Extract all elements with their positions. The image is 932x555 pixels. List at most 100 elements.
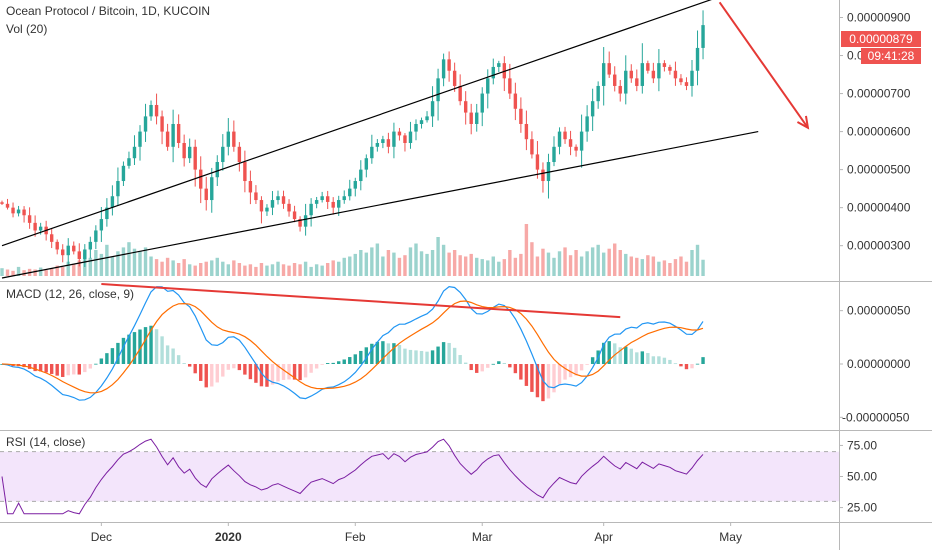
candle-body xyxy=(364,158,369,170)
volume-bar xyxy=(646,255,650,276)
candle-body xyxy=(480,93,484,113)
candle-body xyxy=(679,78,683,83)
candle-body xyxy=(497,63,501,67)
trend-channel xyxy=(1,0,759,279)
macd-hist-bar xyxy=(237,364,242,371)
macd-hist-bar xyxy=(94,363,98,365)
macd-hist-bar xyxy=(491,363,495,365)
macd-tick-label: 0.00000000 xyxy=(847,357,911,371)
candle-body xyxy=(452,70,457,86)
macd-hist-bar xyxy=(480,364,484,372)
volume-bar xyxy=(77,260,81,276)
volume-bar xyxy=(105,244,109,276)
candle-body xyxy=(684,82,689,86)
volume-bar xyxy=(204,261,208,276)
candle-body xyxy=(121,165,126,182)
candle-body xyxy=(16,209,21,214)
volume-bar xyxy=(585,251,589,276)
macd-hist-bar xyxy=(397,344,402,364)
candle-body xyxy=(182,143,186,159)
macd-hist-bar xyxy=(259,364,264,387)
macd-hist-bar xyxy=(557,364,562,385)
candle-body xyxy=(226,131,231,147)
macd-hist-bar xyxy=(469,364,473,371)
macd-hist-bar xyxy=(524,364,529,386)
volume-bar xyxy=(143,247,148,276)
volume-bar xyxy=(121,247,126,276)
macd-hist-bar xyxy=(618,347,622,364)
candle-body xyxy=(524,123,529,140)
macd-hist-bar xyxy=(601,342,606,364)
rsi-axis: 75.00 50.00 25.00 xyxy=(839,438,877,515)
macd-hist-bar xyxy=(447,342,451,364)
macd-hist-bar xyxy=(640,351,645,364)
time-tick-label: May xyxy=(719,530,742,544)
candle-body xyxy=(55,241,59,250)
candle-body xyxy=(0,202,4,204)
volume-bar xyxy=(364,252,369,276)
channel-lower-line xyxy=(1,131,759,279)
volume-bar xyxy=(657,261,661,276)
macd-hist-bar xyxy=(348,357,352,364)
macd-hist-bar xyxy=(138,329,142,364)
macd-hist-bar xyxy=(331,362,335,364)
volume-bar xyxy=(624,253,628,276)
volume-bar xyxy=(419,251,424,276)
candle-body xyxy=(83,249,87,259)
volume-bar xyxy=(165,257,170,276)
candle-body xyxy=(414,123,418,132)
candle-body xyxy=(99,219,104,231)
volume-bar xyxy=(276,261,280,276)
volume-bar xyxy=(22,270,26,276)
candle-body xyxy=(530,139,534,155)
macd-hist-bar xyxy=(563,364,567,380)
volume-bar xyxy=(281,264,286,276)
candle-body xyxy=(11,207,15,214)
candle-body xyxy=(66,245,70,256)
candle-body xyxy=(596,85,600,102)
volume-bar xyxy=(182,259,186,276)
candle-body xyxy=(199,169,203,189)
candle-body xyxy=(624,70,628,94)
macd-hist-bar xyxy=(281,364,286,380)
macd-hist-bar xyxy=(574,364,578,376)
volume-bar xyxy=(88,257,93,276)
candle-body xyxy=(33,222,37,231)
macd-hist-bar xyxy=(105,353,109,364)
volume-bar xyxy=(662,260,667,276)
macd-hist-bar xyxy=(248,364,253,380)
candle-body xyxy=(635,78,639,86)
volume-bar xyxy=(160,261,164,276)
signal-line xyxy=(1,300,704,394)
volume-bar xyxy=(61,266,65,276)
volume-bar xyxy=(270,264,275,276)
macd-hist-bar xyxy=(436,346,440,364)
candle-body xyxy=(585,116,589,132)
volume-bar xyxy=(546,252,551,276)
macd-hist-bar xyxy=(552,364,556,393)
candle-body xyxy=(486,78,490,94)
volume-bar xyxy=(33,269,37,276)
candle-body xyxy=(419,120,424,124)
volume-bar xyxy=(138,251,142,276)
candle-body xyxy=(88,241,93,250)
candle-body xyxy=(618,85,622,94)
volume-bar xyxy=(463,256,468,276)
macd-hist-bar xyxy=(303,364,308,378)
macd-line xyxy=(1,285,704,401)
volume-bar xyxy=(557,251,562,276)
macd-hist-bar xyxy=(171,348,175,364)
macd-hist-bar xyxy=(187,364,192,367)
macd-hist-bar xyxy=(629,348,633,364)
macd-hist-bar xyxy=(486,364,490,368)
volume-bar xyxy=(149,256,153,276)
candle-body xyxy=(359,169,363,182)
volume-bar xyxy=(187,264,192,276)
candle-body xyxy=(248,181,253,193)
candle-body xyxy=(314,200,319,204)
volume-bar xyxy=(0,268,4,276)
volume-bar xyxy=(99,253,104,276)
candle-body xyxy=(143,116,148,132)
volume-bar xyxy=(325,263,330,276)
